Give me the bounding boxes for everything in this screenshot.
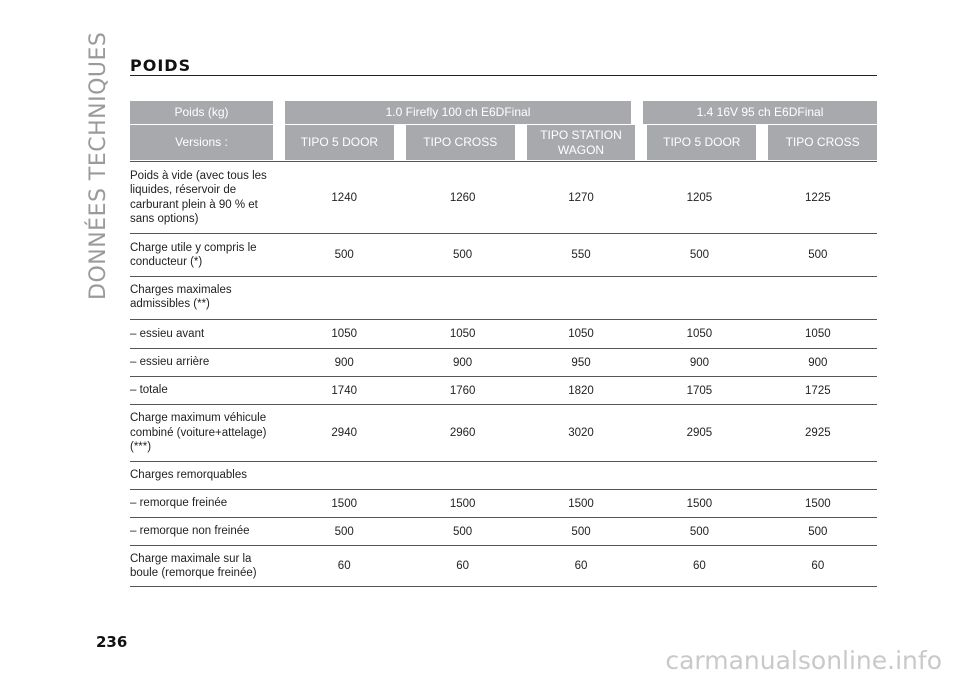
row-label: Charge maximale sur la boule (remorque f… xyxy=(130,552,257,579)
cell-value: 900 xyxy=(808,356,828,369)
cell-value: 2940 xyxy=(331,427,357,439)
row-divider xyxy=(130,233,877,234)
table-row: Charges remorquables xyxy=(130,462,877,489)
cell-value: 1500 xyxy=(805,497,831,510)
table-row: Charge maximale sur la boule (remorque f… xyxy=(130,546,877,586)
row-divider xyxy=(130,545,877,546)
weights-table: Poids (kg) 1.0 Firefly 100 ch E6DFinal 1… xyxy=(130,101,877,587)
cell-value: 1050 xyxy=(568,328,594,340)
row-divider xyxy=(130,319,877,320)
header-version: TIPO STATION WAGON xyxy=(526,125,636,160)
cell-value: 1050 xyxy=(805,328,831,340)
cell-value: 500 xyxy=(334,525,354,538)
header-engine-2: 1.4 16V 95 ch E6DFinal xyxy=(643,101,877,124)
row-label: Charges remorquables xyxy=(130,469,247,482)
cell-value: 1225 xyxy=(805,191,831,204)
page-title: POIDS xyxy=(130,56,192,75)
table-header-versions: Versions : TIPO 5 DOOR TIPO CROSS TIPO S… xyxy=(130,125,877,160)
row-label: – remorque non freinée xyxy=(130,525,250,538)
cell-value: 500 xyxy=(808,525,828,538)
cell-value: 500 xyxy=(689,525,710,538)
cell-value: 1240 xyxy=(331,191,357,204)
header-engine-1: 1.0 Firefly 100 ch E6DFinal xyxy=(285,101,631,124)
table-row: – essieu arrière 900 900 950 900 900 xyxy=(130,349,877,376)
cell-value: 500 xyxy=(689,249,710,261)
table-body: Poids à vide (avec tous les liquides, ré… xyxy=(130,162,877,587)
table-row: – essieu avant 1050 1050 1050 1050 1050 xyxy=(130,320,877,348)
row-divider xyxy=(130,517,877,518)
cell-value: 2925 xyxy=(805,427,831,439)
row-label: – totale xyxy=(130,384,168,397)
table-row: Poids à vide (avec tous les liquides, ré… xyxy=(130,162,877,233)
table-header-engines: Poids (kg) 1.0 Firefly 100 ch E6DFinal 1… xyxy=(130,101,877,124)
cell-value: 1500 xyxy=(449,497,476,510)
header-versions-label: Versions : xyxy=(130,125,273,160)
cell-value: 900 xyxy=(334,356,354,369)
cell-value: 1500 xyxy=(686,497,713,510)
cell-value: 1500 xyxy=(568,497,594,510)
cell-value: 1740 xyxy=(331,384,357,397)
page-number: 236 xyxy=(96,633,128,651)
cell-value: 60 xyxy=(574,560,588,572)
header-version: TIPO CROSS xyxy=(405,125,515,160)
cell-value: 500 xyxy=(571,525,591,538)
table-row: – remorque freinée 1500 1500 1500 1500 1500 xyxy=(130,490,877,517)
cell-value: 900 xyxy=(689,356,710,369)
row-divider xyxy=(130,376,877,377)
row-label: Charges maximales admissibles (**) xyxy=(130,284,232,311)
cell-value: 1270 xyxy=(568,191,594,204)
cell-value: 1760 xyxy=(449,384,476,397)
row-label: Charge maximum véhicule combiné (voiture… xyxy=(130,412,267,454)
section-side-title: DONNÉES TECHNIQUES xyxy=(86,31,111,300)
row-label: Poids à vide (avec tous les liquides, ré… xyxy=(130,169,267,225)
cell-value: 500 xyxy=(808,249,828,261)
cell-value: 2960 xyxy=(449,427,476,439)
table-row: – remorque non freinée 500 500 500 500 500 xyxy=(130,518,877,545)
cell-value: 1205 xyxy=(686,191,713,204)
header-weight-unit: Poids (kg) xyxy=(130,101,273,124)
cell-value: 1705 xyxy=(686,384,713,397)
cell-value: 2905 xyxy=(686,427,713,439)
cell-value: 1500 xyxy=(331,497,357,510)
row-label: Charge utile y compris le conducteur (*) xyxy=(130,241,257,268)
cell-value: 900 xyxy=(453,356,473,369)
row-label: – remorque freinée xyxy=(130,497,228,510)
row-label: – essieu arrière xyxy=(130,356,210,369)
table-row: Charges maximales admissibles (**) xyxy=(130,277,877,319)
cell-value: 950 xyxy=(571,356,591,369)
header-version: TIPO 5 DOOR xyxy=(285,125,394,160)
cell-value: 1050 xyxy=(331,328,357,340)
row-divider xyxy=(130,348,877,349)
cell-value: 500 xyxy=(453,525,473,538)
title-rule xyxy=(130,75,877,76)
cell-value: 1050 xyxy=(449,328,476,340)
row-divider xyxy=(130,489,877,490)
header-version: TIPO 5 DOOR xyxy=(647,125,757,160)
header-version: TIPO CROSS xyxy=(768,125,877,160)
row-divider xyxy=(130,276,877,277)
cell-value: 1260 xyxy=(449,191,476,204)
row-divider xyxy=(130,586,877,587)
cell-value: 3020 xyxy=(568,427,594,439)
table-row: Charge maximum véhicule combiné (voiture… xyxy=(130,405,877,461)
row-divider xyxy=(130,404,877,405)
row-label: – essieu avant xyxy=(130,327,205,340)
cell-value: 60 xyxy=(811,560,825,572)
row-divider xyxy=(130,461,877,462)
cell-value: 1820 xyxy=(568,384,594,397)
cell-value: 60 xyxy=(693,560,706,572)
table-row: Charge utile y compris le conducteur (*)… xyxy=(130,234,877,276)
cell-value: 1725 xyxy=(805,384,831,397)
cell-value: 1050 xyxy=(686,328,713,340)
cell-value: 500 xyxy=(453,249,473,261)
cell-value: 550 xyxy=(571,249,591,261)
cell-value: 500 xyxy=(334,249,354,261)
cell-value: 60 xyxy=(337,560,351,572)
table-row: – totale 1740 1760 1820 1705 1725 xyxy=(130,377,877,404)
cell-value: 60 xyxy=(456,560,469,572)
watermark: carmanualsonline.info xyxy=(665,646,942,675)
